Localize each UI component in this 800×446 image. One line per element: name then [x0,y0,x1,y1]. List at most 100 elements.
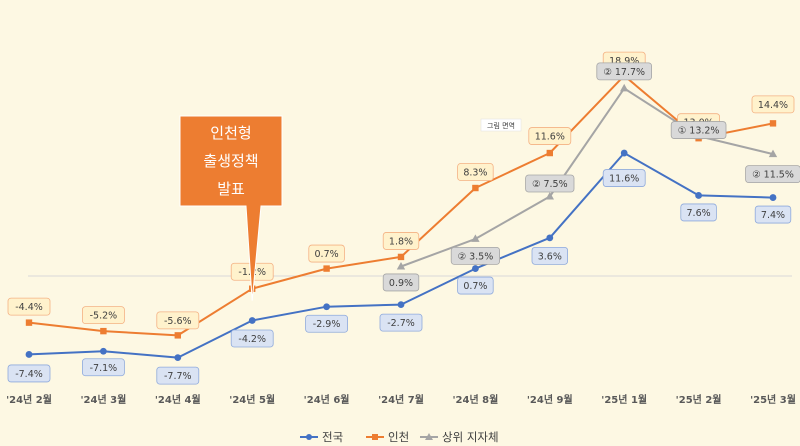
data-point-전국-8 [620,149,628,157]
data-label-box-인천-7 [528,127,572,145]
data-label-box-전국-2 [156,366,200,385]
data-label-box-전국-7 [531,246,568,265]
data-point-인천-1 [100,327,107,335]
data-label-전국-3: -4.2% [238,334,266,345]
data-point-상위-지자체-6 [471,234,480,242]
data-label-인천-6: 8.3% [463,168,487,179]
data-point-상위-지자체-5 [396,261,406,270]
x-tick-label-7: '24년 9월 [527,393,573,406]
data-label-전국-8: 11.6% [609,174,639,185]
data-label-box-인천-5 [382,232,420,250]
x-tick-label-5: '24년 7월 [378,393,424,406]
data-point-인천-10 [769,120,777,127]
data-label-상위-지자체-5: 0.9% [389,278,413,289]
data-label-전국-4: -2.9% [313,319,341,330]
x-tick-label-8: '25년 1월 [601,393,647,406]
data-point-전국-6 [472,265,479,272]
data-label-상위-지자체-9: ① 13.2% [678,126,720,137]
data-point-인천-6 [472,184,479,192]
data-label-box-전국-3 [230,329,274,348]
data-label-인천-5: 1.8% [389,236,413,247]
data-label-box-상위-지자체-8 [596,62,652,81]
data-point-전국-9 [695,192,702,199]
data-label-인천-8: 18.9% [609,56,639,67]
data-point-전국-4 [323,303,330,311]
data-label-인천-1: -5.2% [90,311,118,322]
legend-marker-상위-지자체 [425,433,433,440]
data-label-인천-0: -4.4% [15,302,43,313]
data-label-전국-0: -7.4% [15,369,43,380]
data-point-인천-7 [546,149,553,157]
data-label-box-전국-6 [457,276,494,295]
data-point-전국-2 [174,354,182,362]
data-point-전국-1 [100,347,107,355]
x-tick-label-1: '24년 3월 [80,393,126,406]
data-label-상위-지자체-7: ② 7.5% [532,179,568,190]
x-tick-label-2: '24년 4월 [155,393,201,406]
data-point-전국-10 [769,194,777,201]
data-label-전국-7: 3.6% [538,251,562,262]
data-point-인천-0 [25,319,33,326]
legend-label-전국: 전국 [322,430,343,444]
data-label-상위-지자체-6: ② 3.5% [458,251,494,262]
x-tick-label-0: '24년 2월 [6,393,52,406]
data-point-전국-7 [546,234,554,242]
data-label-상위-지자체-8: ② 17.7% [603,67,645,78]
x-tick-label-10: '25년 3월 [750,393,796,406]
callout-text-line-2: 발표 [217,180,245,198]
data-label-box-전국-4 [305,314,349,333]
data-label-전국-5: -2.7% [387,318,415,329]
data-label-인천-7: 11.6% [535,132,565,143]
data-label-box-전국-0 [7,364,51,383]
data-label-전국-9: 7.6% [687,208,711,219]
data-label-box-인천-2 [156,311,200,330]
data-point-인천-2 [174,332,181,339]
callout-shape [179,115,283,301]
data-label-인천-2: -5.6% [164,316,192,327]
data-label-box-인천-0 [7,297,51,316]
data-label-box-상위-지자체-7 [525,174,575,193]
data-label-box-상위-지자체-5 [382,273,420,292]
data-point-전국-5 [397,301,405,309]
data-label-전국-1: -7.1% [90,363,118,374]
data-label-box-전국-1 [82,358,125,377]
data-label-box-전국-5 [379,313,423,332]
data-point-인천-5 [397,253,405,261]
x-tick-label-4: '24년 6월 [304,393,350,406]
data-label-전국-6: 0.7% [463,281,487,292]
data-point-전국-0 [25,351,33,358]
legend-label-상위-지자체: 상위 지자체 [442,430,499,444]
x-tick-label-6: '24년 8월 [452,393,498,406]
note-box [480,118,522,132]
data-label-box-상위-지자체-9 [670,121,727,139]
data-label-인천-4: 0.7% [315,249,339,260]
data-label-box-전국-10 [754,205,792,224]
data-label-전국-2: -7.7% [164,371,192,382]
callout-text-line-1: 출생정책 [203,152,258,170]
data-label-box-인천-6 [457,163,494,181]
x-tick-label-3: '24년 5월 [229,393,275,406]
data-label-box-상위-지자체-6 [450,246,501,265]
data-point-인천-4 [323,265,330,272]
data-label-box-인천-1 [82,306,125,325]
data-label-상위-지자체-10: ② 11.5% [752,170,794,181]
data-label-box-상위-지자체-10 [745,165,800,183]
data-label-box-전국-9 [680,203,717,222]
data-point-상위-지자체-8 [620,83,629,92]
legend-marker-전국 [306,434,312,440]
legend-label-인천: 인천 [388,430,409,444]
series-line-상위-지자체 [400,87,774,268]
data-label-box-전국-8 [602,169,646,187]
series-line-인천 [28,74,774,337]
x-tick-label-9: '25년 2월 [676,393,722,406]
data-label-box-인천-10 [751,95,795,114]
legend-marker-인천 [372,434,378,440]
data-point-전국-3 [248,317,256,324]
data-label-box-인천-4 [308,244,345,263]
note-text: 그림 면역 [487,121,515,130]
callout-text-line-0: 인천형 [210,124,251,142]
data-point-상위-지자체-10 [768,149,778,158]
data-label-인천-10: 14.4% [758,100,788,111]
